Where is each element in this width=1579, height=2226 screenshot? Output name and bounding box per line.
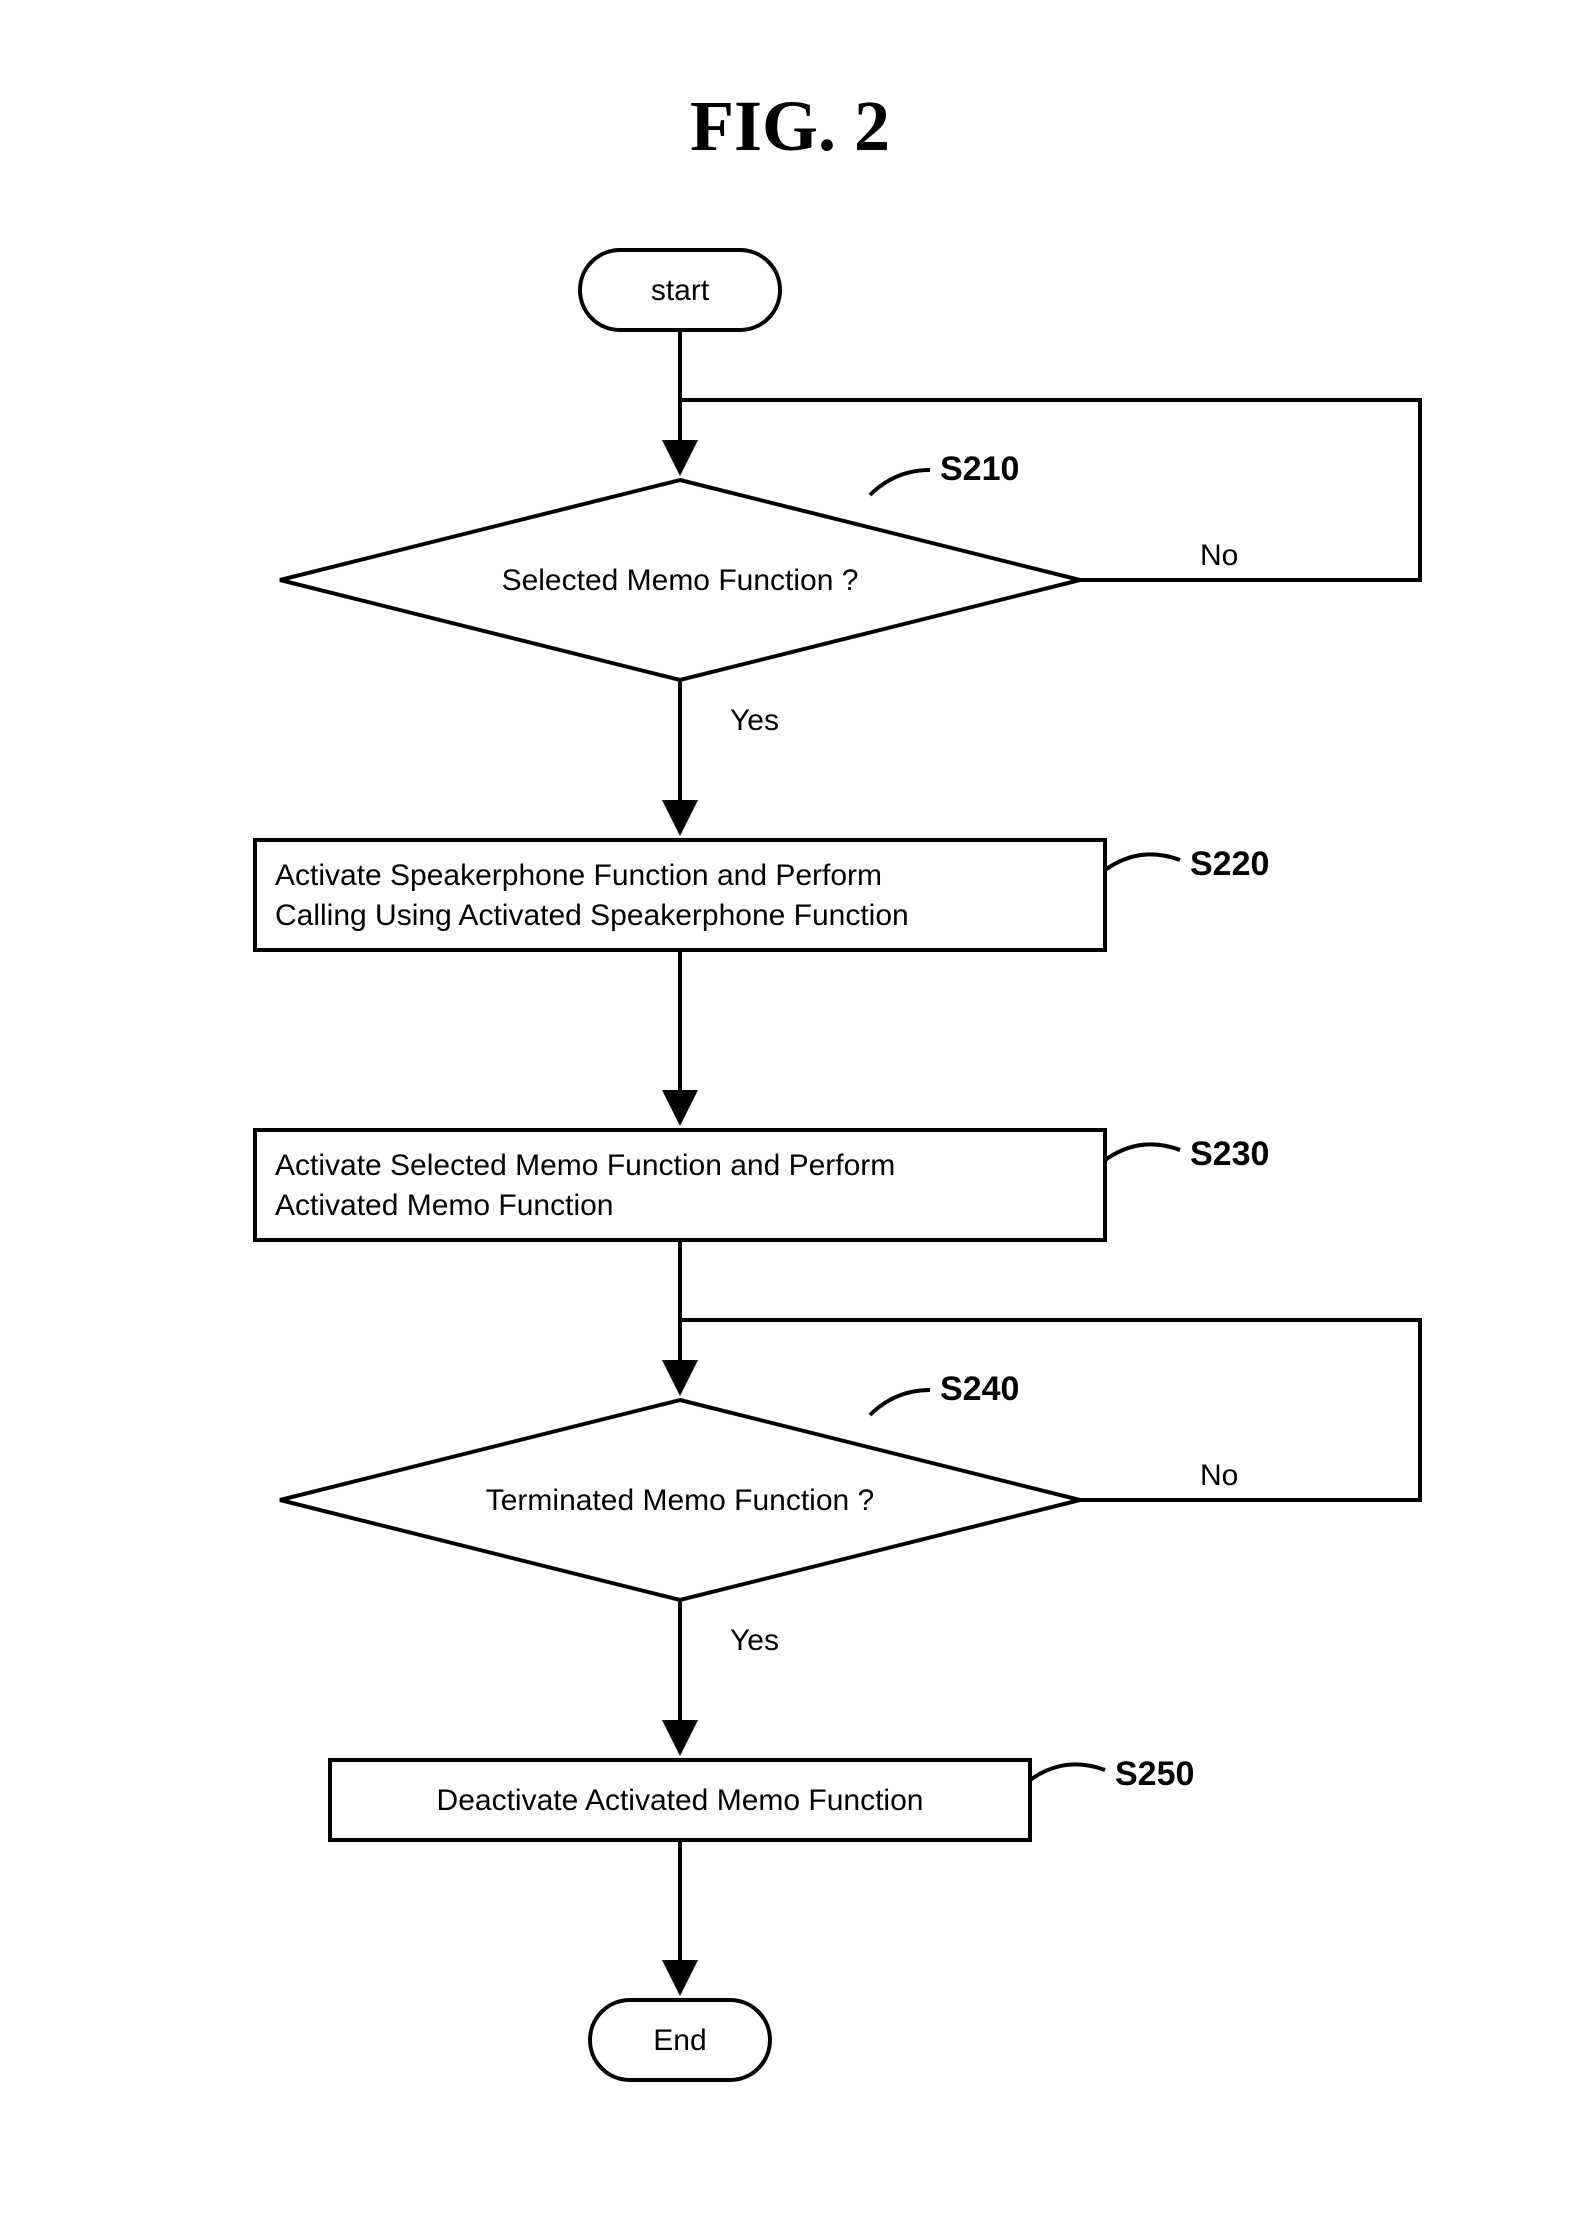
s220-process: Activate Speakerphone Function and Perfo… bbox=[255, 840, 1105, 950]
s250-text: Deactivate Activated Memo Function bbox=[437, 1784, 924, 1817]
s240-text: Terminated Memo Function ? bbox=[486, 1484, 875, 1517]
s250-process: Deactivate Activated Memo Function bbox=[330, 1760, 1030, 1840]
s230-line1: Activate Selected Memo Function and Perf… bbox=[275, 1149, 895, 1182]
s230-label-connector bbox=[1105, 1144, 1180, 1160]
s230-line2: Activated Memo Function bbox=[275, 1189, 613, 1222]
s220-line2: Calling Using Activated Speakerphone Fun… bbox=[275, 899, 909, 932]
s220-label-connector bbox=[1105, 854, 1180, 870]
start-label: start bbox=[651, 274, 710, 307]
s230-process: Activate Selected Memo Function and Perf… bbox=[255, 1130, 1105, 1240]
s240-decision: Terminated Memo Function ? bbox=[280, 1400, 1080, 1600]
s220-line1: Activate Speakerphone Function and Perfo… bbox=[275, 859, 882, 892]
s220-step-label: S220 bbox=[1190, 845, 1269, 883]
s230-step-label: S230 bbox=[1190, 1135, 1269, 1173]
flowchart-canvas: FIG. 2 start Selected Memo Function ? S2… bbox=[0, 0, 1579, 2226]
start-node: start bbox=[580, 250, 780, 330]
s210-no-label: No bbox=[1200, 539, 1238, 572]
s210-yes-label: Yes bbox=[730, 704, 779, 737]
s210-decision: Selected Memo Function ? bbox=[280, 480, 1080, 680]
s210-step-label: S210 bbox=[940, 450, 1019, 488]
end-label: End bbox=[653, 2024, 706, 2057]
figure-title: FIG. 2 bbox=[690, 86, 890, 166]
s210-label-connector bbox=[870, 470, 930, 495]
end-node: End bbox=[590, 2000, 770, 2080]
s240-no-label: No bbox=[1200, 1459, 1238, 1492]
s210-text: Selected Memo Function ? bbox=[502, 564, 859, 597]
s240-label-connector bbox=[870, 1390, 930, 1415]
s240-yes-label: Yes bbox=[730, 1624, 779, 1657]
s250-step-label: S250 bbox=[1115, 1755, 1194, 1793]
s250-label-connector bbox=[1030, 1764, 1105, 1780]
s240-step-label: S240 bbox=[940, 1370, 1019, 1408]
edge-s210-no bbox=[680, 400, 1420, 580]
edge-s240-no bbox=[680, 1320, 1420, 1500]
